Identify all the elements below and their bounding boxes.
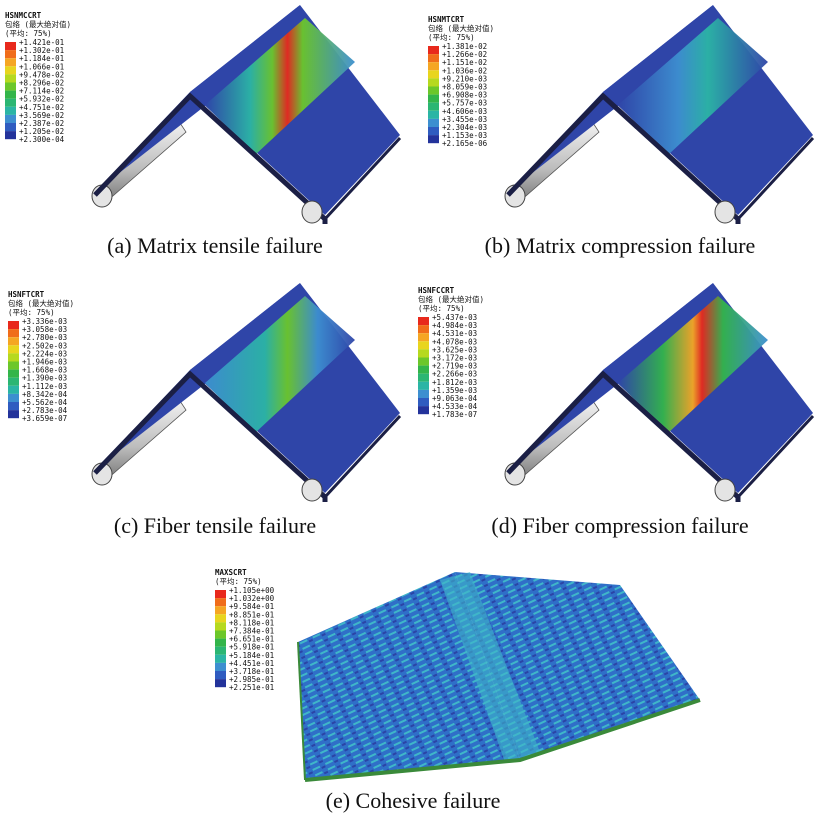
colorbar-band — [215, 639, 226, 647]
colorbar-band — [8, 353, 19, 361]
caption: (e) Cohesive failure — [326, 788, 501, 813]
caption: (c) Fiber tensile failure — [114, 513, 316, 538]
roller — [511, 120, 599, 202]
colorbar-band — [428, 127, 439, 135]
colorbar-band — [5, 66, 16, 74]
colorbar-band — [428, 78, 439, 86]
colorbar-band — [418, 317, 429, 325]
colorbar-band — [215, 631, 226, 639]
colorbar-band — [5, 58, 16, 66]
colorbar-band — [5, 99, 16, 107]
colorbar-band — [418, 358, 429, 366]
colorbar-band — [418, 390, 429, 398]
colorbar-band — [5, 107, 16, 115]
legend-header: (平均: 75%) — [418, 303, 465, 313]
plate-model — [505, 283, 813, 502]
colorbar-band — [418, 333, 429, 341]
roller-end — [715, 201, 735, 223]
colorbar-band — [428, 87, 439, 95]
colorbar-band — [5, 42, 16, 50]
colorbar-band — [5, 123, 16, 131]
colorbar-band — [428, 62, 439, 70]
legend-header: 包络 (最大绝对值) — [8, 298, 74, 308]
colorbar-band — [215, 606, 226, 614]
figure: HSNMCCRT包络 (最大绝对值)(平均: 75%)+1.421e-01+1.… — [0, 0, 827, 827]
colorbar-band — [215, 614, 226, 622]
colorbar-band — [418, 349, 429, 357]
colorbar-band — [215, 622, 226, 630]
colorbar-band — [428, 54, 439, 62]
colorbar-band — [418, 325, 429, 333]
colorbar-band — [418, 374, 429, 382]
roller-end — [302, 479, 322, 501]
colorbar-band — [428, 46, 439, 54]
colorbar-band — [428, 135, 439, 143]
legend-header: (平均: 75%) — [428, 32, 475, 42]
plate-model — [92, 283, 400, 502]
legend-value: +2.251e-01 — [229, 683, 274, 692]
plate-model — [92, 5, 400, 224]
colorbar-band — [418, 382, 429, 390]
caption: (a) Matrix tensile failure — [107, 233, 323, 258]
colorbar-band — [215, 598, 226, 606]
plate-model — [505, 5, 813, 224]
colorbar-band — [215, 663, 226, 671]
colorbar-band — [5, 74, 16, 82]
legend-value: +2.165e-06 — [442, 139, 488, 148]
colorbar-band — [8, 321, 19, 329]
colorbar-band — [418, 398, 429, 406]
colorbar-band — [215, 647, 226, 655]
colorbar-band — [5, 83, 16, 91]
roller-end — [302, 201, 322, 223]
roller — [98, 398, 186, 480]
colorbar-band — [5, 50, 16, 58]
colorbar-band — [418, 366, 429, 374]
legend-variable: HSNFTCRT — [8, 290, 45, 299]
colorbar-band — [5, 115, 16, 123]
legend-variable: HSNFCCRT — [418, 286, 455, 295]
colorbar-band — [215, 655, 226, 663]
colorbar-band — [8, 337, 19, 345]
colorbar-band — [428, 103, 439, 111]
legend-header: 包络 (最大绝对值) — [418, 294, 484, 304]
legend-header: 包络 (最大绝对值) — [428, 23, 494, 33]
colorbar-band — [215, 671, 226, 679]
legend-value: +3.659e-07 — [22, 414, 67, 423]
caption: (b) Matrix compression failure — [485, 233, 756, 258]
legend-header: (平均: 75%) — [5, 28, 52, 38]
colorbar-band — [8, 329, 19, 337]
colorbar-band — [8, 402, 19, 410]
colorbar-band — [418, 341, 429, 349]
colorbar-band — [5, 131, 16, 139]
legend-variable: MAXSCRT — [215, 568, 247, 577]
colorbar-band — [8, 386, 19, 394]
colorbar-band — [428, 95, 439, 103]
legend-header: (平均: 75%) — [215, 576, 262, 586]
plate-model — [298, 572, 700, 780]
colorbar-band — [428, 119, 439, 127]
legend-value: +2.300e-04 — [19, 135, 65, 144]
colorbar-band — [8, 378, 19, 386]
colorbar-band — [8, 362, 19, 370]
caption: (d) Fiber compression failure — [491, 513, 748, 538]
roller — [511, 398, 599, 480]
legend-variable: HSNMTCRT — [428, 15, 465, 24]
colorbar-band — [8, 410, 19, 418]
legend-header: 包络 (最大绝对值) — [5, 19, 71, 29]
colorbar-band — [215, 679, 226, 687]
roller — [98, 120, 186, 202]
legend-header: (平均: 75%) — [8, 307, 55, 317]
legend-value: +1.783e-07 — [432, 410, 477, 419]
colorbar-band — [8, 370, 19, 378]
colorbar-band — [428, 111, 439, 119]
roller-end — [715, 479, 735, 501]
colorbar-band — [8, 394, 19, 402]
legend-variable: HSNMCCRT — [5, 11, 42, 20]
colorbar-band — [428, 70, 439, 78]
colorbar-band — [215, 590, 226, 598]
colorbar-band — [8, 345, 19, 353]
colorbar-band — [418, 406, 429, 414]
colorbar-band — [5, 91, 16, 99]
